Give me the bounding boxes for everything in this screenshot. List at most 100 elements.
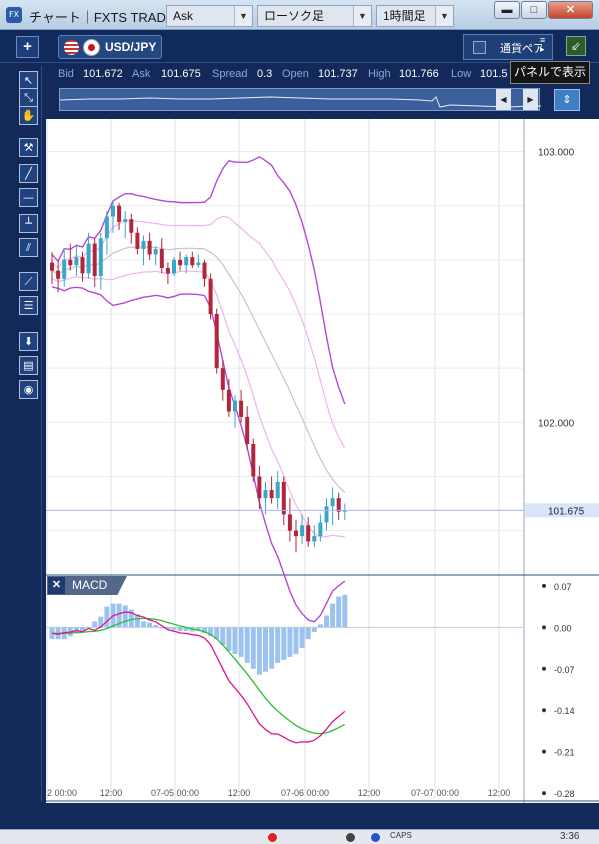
currency-pair-panel-button[interactable]: 通貨ペア ≡ ▸	[463, 34, 553, 60]
candle-body	[318, 522, 323, 537]
chevron-down-icon: ▼	[353, 6, 371, 26]
candle-body	[257, 476, 262, 499]
macd-histogram-bar	[128, 609, 134, 628]
x-tick-label: 2 00:00	[47, 788, 77, 798]
macd-histogram-bar	[293, 627, 299, 654]
y-tick-label: 103.000	[538, 148, 575, 159]
tray-icon[interactable]	[346, 833, 355, 842]
y-tick-dot	[542, 791, 546, 796]
macd-signal-line	[51, 617, 346, 735]
candle-body	[50, 262, 54, 271]
macd-histogram-bar	[171, 627, 177, 630]
chart-type-select[interactable]: ローソク足 ▼	[257, 5, 372, 27]
macd-histogram-bar	[98, 616, 104, 628]
macd-histogram-bar	[165, 627, 171, 630]
high-label: High	[368, 68, 391, 80]
navigator-right-button[interactable]: ▶	[523, 89, 538, 110]
macd-y-tick-label: 0.00	[554, 623, 572, 633]
timeframe-value: 1時間足	[383, 9, 426, 23]
x-tick-label: 07-07 00:00	[411, 788, 459, 798]
timeframe-select[interactable]: 1時間足 ▼	[376, 5, 454, 27]
close-button[interactable]: ✕	[548, 1, 593, 19]
maximize-button[interactable]: □	[521, 1, 547, 19]
macd-histogram-bar	[250, 627, 256, 669]
macd-histogram-bar	[177, 627, 183, 631]
ask-label: Ask	[132, 68, 151, 80]
bid-value: 101.672	[83, 68, 123, 80]
macd-y-tick-label: -0.21	[554, 748, 575, 758]
tray-icon[interactable]	[371, 833, 380, 842]
currency-pair-selector[interactable]: USD/JPY	[58, 35, 162, 59]
candle-body	[86, 243, 91, 274]
macd-histogram-bar	[317, 624, 323, 628]
macd-histogram-bar	[147, 622, 153, 628]
candle-body	[214, 314, 219, 369]
candle-body	[269, 490, 274, 499]
clock: 3:36	[560, 831, 580, 842]
candle-body	[159, 249, 164, 268]
currency-panel-label: 通貨ペア	[500, 43, 542, 55]
add-chart-button[interactable]: +	[16, 36, 39, 58]
candle-body	[239, 400, 244, 417]
tray-icon[interactable]	[268, 833, 277, 842]
currency-pair-label: USD/JPY	[105, 40, 157, 54]
zoom-icon[interactable]: ⇕	[554, 89, 580, 111]
candle-body	[294, 530, 298, 537]
restore-icon[interactable]: ⇙	[566, 36, 586, 56]
hand-pan-icon[interactable]: ✋	[19, 106, 38, 125]
parallel-lines-icon[interactable]: ⫽	[19, 238, 38, 257]
macd-histogram-bar	[159, 627, 165, 629]
candle-body	[251, 444, 256, 477]
candle-body	[56, 270, 61, 279]
high-value: 101.766	[399, 68, 439, 80]
macd-histogram-bar	[122, 605, 128, 628]
candle-body	[123, 219, 128, 222]
candle-body	[111, 205, 115, 217]
candle-body	[153, 249, 158, 255]
chart-navigator[interactable]	[59, 88, 541, 111]
macd-panel-header	[47, 576, 127, 595]
panel-checkbox[interactable]	[473, 41, 486, 54]
chart-type-value: ローソク足	[264, 9, 325, 23]
chart-area[interactable]: 103.000 102.000 101.675 0.07 0.00 -0.07 -0.14 -…	[46, 119, 599, 803]
close-icon[interactable]: ✕	[48, 577, 65, 594]
caps-indicator: CAPS	[390, 831, 412, 840]
low-label: Low	[451, 68, 472, 80]
candle-body	[178, 259, 183, 266]
macd-histogram-bar	[80, 627, 85, 631]
candle-body	[226, 389, 231, 412]
fibonacci-icon[interactable]: ☰	[19, 296, 38, 315]
macd-histogram-bar	[208, 627, 214, 637]
x-tick-label: 12:00	[358, 788, 381, 798]
chart-canvas[interactable]: 103.000 102.000 101.675 0.07 0.00 -0.07 -0.14 -…	[46, 119, 599, 803]
macd-histogram-bar	[232, 627, 238, 654]
macd-histogram-bar	[226, 627, 232, 651]
trend-line-icon[interactable]: ╱	[19, 164, 38, 183]
price-type-value: Ask	[173, 9, 194, 23]
candle-body	[172, 259, 176, 274]
camera-icon[interactable]: ◉	[19, 380, 38, 399]
candle-body	[324, 506, 329, 523]
navigator-sparkline	[59, 96, 541, 108]
macd-histogram-bar	[311, 627, 317, 633]
candle-body	[312, 536, 317, 542]
list-icon[interactable]: ▤	[19, 356, 38, 375]
minimize-button[interactable]: ▬	[494, 1, 520, 19]
candle-body	[196, 262, 201, 266]
candle-body	[275, 481, 280, 499]
open-value: 101.737	[318, 68, 358, 80]
vertical-line-icon[interactable]: ┴	[19, 214, 38, 233]
pin-tool-icon[interactable]: ⚒	[19, 138, 38, 157]
crosshair-cursor-icon[interactable]: ⤡	[19, 88, 38, 107]
macd-histogram-bar	[238, 627, 244, 657]
fan-lines-icon[interactable]: ⟋	[19, 272, 38, 291]
horizontal-line-icon[interactable]: —	[19, 188, 38, 207]
macd-histogram-bar	[202, 627, 207, 634]
quote-strip: Bid 101.672 Ask 101.675 Spread 0.3 Open …	[46, 64, 599, 84]
candle-body	[281, 481, 286, 515]
taskbar: CAPS 3:36	[0, 829, 599, 844]
navigator-left-button[interactable]: ◀	[496, 89, 511, 110]
macd-histogram-bar	[281, 627, 287, 660]
price-type-select[interactable]: Ask ▼	[166, 5, 253, 27]
download-icon[interactable]: ⬇	[19, 332, 38, 351]
